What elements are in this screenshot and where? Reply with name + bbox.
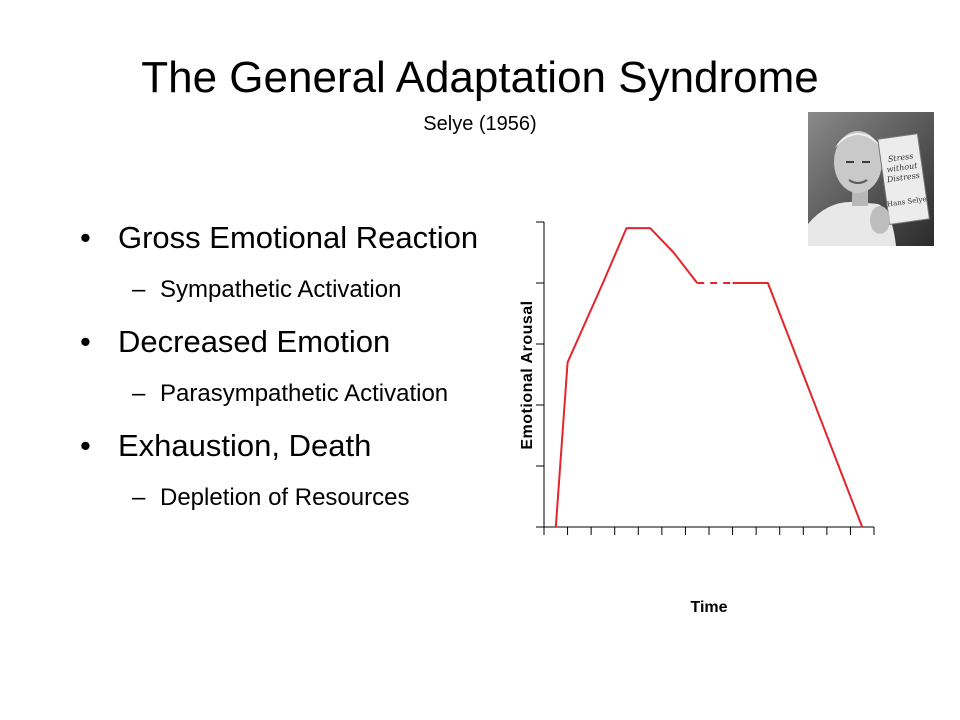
bullet-list: • Gross Emotional Reaction – Sympathetic… [80,218,480,530]
book-title-line: without [886,161,919,174]
subbullet-label: Depletion of Resources [160,484,410,511]
arousal-line [732,282,864,528]
dash-icon: – [132,276,146,303]
subbullet-item: – Sympathetic Activation [80,272,480,308]
bullet-item: • Gross Emotional Reaction [80,218,480,258]
slide-title: The General Adaptation Syndrome [141,53,819,102]
bullet-item: • Decreased Emotion [80,322,480,362]
y-axis-label: Emotional Arousal [519,300,536,449]
bullet-dot-icon: • [80,324,91,359]
selye-portrait-photo-icon: Stress without Distress Hans Selye [808,112,934,246]
subbullet-label: Parasympathetic Activation [160,380,449,407]
book-title-line: Stress [887,152,913,164]
subbullet-label: Sympathetic Activation [160,276,402,303]
bullet-label: Exhaustion, Death [118,428,372,463]
arousal-line [554,227,698,528]
dash-icon: – [132,484,146,511]
dash-icon: – [132,380,146,407]
bullet-label: Gross Emotional Reaction [118,220,479,255]
bullet-dot-icon: • [80,428,91,463]
gas-line-chart: Emotional Arousal Time [519,221,875,616]
bullet-item: • Exhaustion, Death [80,426,480,466]
subbullet-item: – Parasympathetic Activation [80,376,480,412]
bullet-label: Decreased Emotion [118,324,391,359]
slide-subtitle: Selye (1956) [423,113,537,135]
x-axis-label: Time [690,599,727,616]
bullet-dot-icon: • [80,220,91,255]
subbullet-item: – Depletion of Resources [80,480,480,516]
